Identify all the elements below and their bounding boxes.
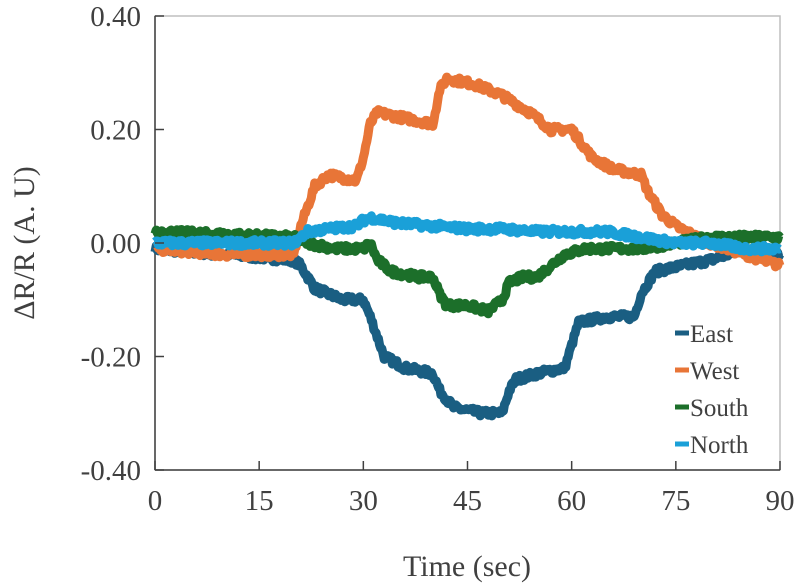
y-tick-label: -0.20 [81,342,141,374]
y-tick-label: 0.20 [90,115,141,147]
x-tick-label: 45 [453,485,482,517]
legend: East West South North [675,321,749,459]
legend-label-west: West [690,358,739,385]
series-line-west [151,72,785,272]
x-tick-label: 75 [661,485,690,517]
legend-label-east: East [690,321,733,348]
y-tick-label: 0.40 [90,1,141,33]
y-tick-label: -0.40 [81,455,141,487]
y-tick-label: 0.00 [90,228,141,260]
x-axis-label: Time (sec) [403,550,531,583]
x-tick-label: 30 [349,485,378,517]
series-line-north [151,211,784,257]
x-tick-label: 60 [557,485,586,517]
legend-label-north: North [690,432,749,459]
y-axis-label: ΔR/R (A. U) [8,166,41,319]
x-tick-label: 15 [245,485,274,517]
legend-label-south: South [690,395,749,422]
x-tick-label: 0 [148,485,163,517]
x-tick-label: 90 [766,485,795,517]
